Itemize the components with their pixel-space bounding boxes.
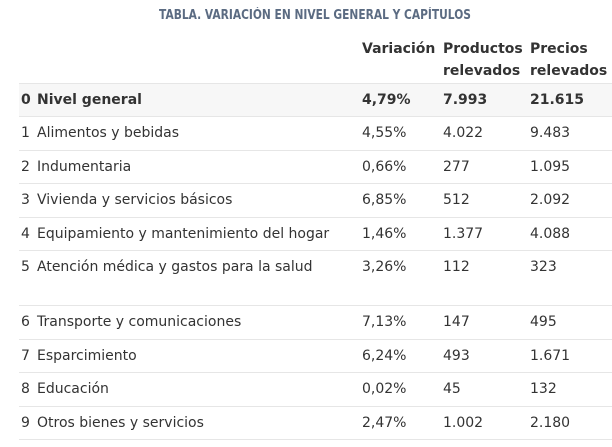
- table-row: 7 Esparcimiento 6,24% 493 1.671: [19, 339, 612, 372]
- row-products: 147: [443, 314, 470, 330]
- row-index: 0: [21, 92, 31, 108]
- row-products: 1.377: [443, 226, 484, 242]
- row-products: 7.993: [443, 92, 488, 108]
- row-prices: 21.615: [530, 92, 585, 108]
- row-products: 45: [443, 381, 461, 397]
- row-variation: 4,55%: [362, 125, 407, 141]
- row-chapter: Atención médica y gastos para la salud: [37, 259, 313, 275]
- row-index: 6: [21, 314, 30, 330]
- row-chapter: Esparcimiento: [37, 348, 137, 364]
- table-row: 2 Indumentaria 0,66% 277 1.095: [19, 150, 612, 183]
- row-chapter: Equipamiento y mantenimiento del hogar: [37, 226, 330, 242]
- row-chapter: Nivel general: [37, 92, 142, 108]
- table-row: 8 Educación 0,02% 45 132: [19, 372, 612, 405]
- row-variation: 7,13%: [362, 314, 407, 330]
- row-index: 1: [21, 125, 30, 141]
- row-variation: 6,85%: [362, 192, 407, 208]
- row-products: 493: [443, 348, 470, 364]
- row-products: 1.002: [443, 415, 484, 431]
- table-row: 6 Transporte y comunicaciones 7,13% 147 …: [19, 305, 612, 338]
- row-variation: 4,79%: [362, 92, 411, 108]
- row-prices: 323: [530, 259, 557, 275]
- table-row: 9 Otros bienes y servicios 2,47% 1.002 2…: [19, 406, 612, 439]
- table-row: 4 Equipamiento y mantenimiento del hogar…: [19, 217, 612, 250]
- row-chapter: Alimentos y bebidas: [37, 125, 180, 141]
- table-row: 1 Alimentos y bebidas 4,55% 4.022 9.483: [19, 116, 612, 149]
- header-products-line2: relevados: [443, 63, 521, 79]
- table-bottom-rule: [19, 439, 612, 440]
- row-variation: 2,47%: [362, 415, 407, 431]
- row-prices: 9.483: [530, 125, 571, 141]
- row-index: 8: [21, 381, 30, 397]
- row-chapter: Educación: [37, 381, 109, 397]
- row-chapter: Transporte y comunicaciones: [37, 314, 242, 330]
- table-row: 5 Atención médica y gastos para la salud…: [19, 250, 612, 304]
- row-prices: 2.092: [530, 192, 571, 208]
- row-prices: 1.095: [530, 159, 571, 175]
- row-variation: 6,24%: [362, 348, 407, 364]
- row-variation: 0,66%: [362, 159, 407, 175]
- row-index: 7: [21, 348, 30, 364]
- row-prices: 2.180: [530, 415, 571, 431]
- row-products: 277: [443, 159, 470, 175]
- header-prices-line1: Precios: [530, 41, 588, 57]
- header-variation: Variación: [362, 41, 436, 57]
- table-header: Variación Productos relevados Precios re…: [0, 38, 612, 82]
- row-variation: 1,46%: [362, 226, 407, 242]
- row-variation: 0,02%: [362, 381, 407, 397]
- row-prices: 1.671: [530, 348, 571, 364]
- header-prices: Precios relevados: [530, 38, 607, 82]
- row-index: 5: [21, 259, 30, 275]
- row-prices: 495: [530, 314, 557, 330]
- row-prices: 4.088: [530, 226, 571, 242]
- row-products: 4.022: [443, 125, 484, 141]
- header-products: Productos relevados: [443, 38, 523, 82]
- row-index: 4: [21, 226, 30, 242]
- row-chapter: Otros bienes y servicios: [37, 415, 204, 431]
- row-variation: 3,26%: [362, 259, 407, 275]
- row-chapter: Indumentaria: [37, 159, 132, 175]
- row-products: 512: [443, 192, 470, 208]
- row-prices: 132: [530, 381, 557, 397]
- header-products-line1: Productos: [443, 41, 523, 57]
- table-title: TABLA. VARIACIÓN EN NIVEL GENERAL Y CAPÍ…: [159, 8, 471, 23]
- header-prices-line2: relevados: [530, 63, 608, 79]
- row-index: 3: [21, 192, 30, 208]
- row-index: 2: [21, 159, 30, 175]
- row-products: 112: [443, 259, 470, 275]
- table-row: 0 Nivel general 4,79% 7.993 21.615: [19, 83, 612, 116]
- row-chapter: Vivienda y servicios básicos: [37, 192, 233, 208]
- table-row: 3 Vivienda y servicios básicos 6,85% 512…: [19, 183, 612, 216]
- row-index: 9: [21, 415, 30, 431]
